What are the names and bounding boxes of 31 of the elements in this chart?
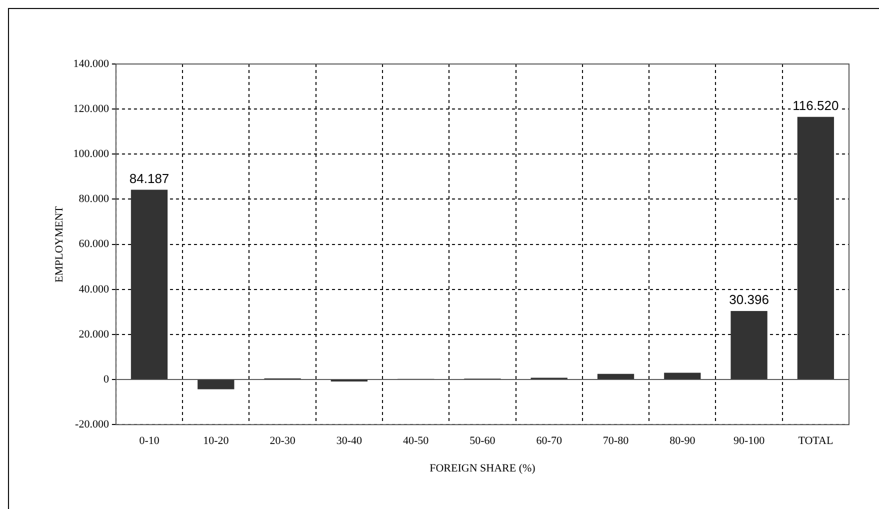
y-tick-label: 40.000 bbox=[78, 283, 110, 296]
y-tick-label: 100.000 bbox=[73, 148, 110, 160]
y-tick-label: 0 bbox=[103, 373, 110, 386]
y-tick-label: 60.000 bbox=[78, 238, 110, 250]
x-tick-label: 70-80 bbox=[602, 435, 630, 448]
y-axis-title: EMPLOYMENT bbox=[53, 206, 66, 282]
data-label: 84.187 bbox=[129, 170, 170, 186]
x-tick-label: TOTAL bbox=[798, 435, 834, 448]
bar bbox=[730, 311, 768, 380]
x-tick-label: 60-70 bbox=[536, 435, 562, 448]
x-tick-label: 80-90 bbox=[670, 435, 696, 448]
x-tick-label: 40-50 bbox=[403, 435, 430, 448]
bar bbox=[664, 372, 701, 380]
y-tick-label: 120.000 bbox=[73, 102, 110, 115]
x-tick-label: 30-40 bbox=[336, 435, 363, 448]
data-label: 116.520 bbox=[792, 98, 839, 113]
x-tick-label: 50-60 bbox=[470, 435, 496, 448]
bar bbox=[130, 190, 168, 380]
bar bbox=[198, 380, 234, 390]
x-axis-title: FOREIGN SHARE (%) bbox=[430, 462, 536, 474]
y-tick-label: 80.000 bbox=[78, 193, 110, 206]
y-tick-label: -20.000 bbox=[75, 418, 110, 430]
bar bbox=[797, 116, 834, 380]
x-tick-label: 90-100 bbox=[733, 435, 766, 448]
x-tick-label: 10-20 bbox=[203, 435, 230, 448]
y-tick-label: 140.000 bbox=[73, 58, 110, 70]
x-tick-label: 20-30 bbox=[270, 435, 296, 448]
bar bbox=[597, 374, 634, 380]
y-tick-label: 20.000 bbox=[78, 328, 110, 340]
data-label: 30.396 bbox=[729, 292, 769, 308]
x-tick-label: 0-10 bbox=[139, 435, 160, 448]
